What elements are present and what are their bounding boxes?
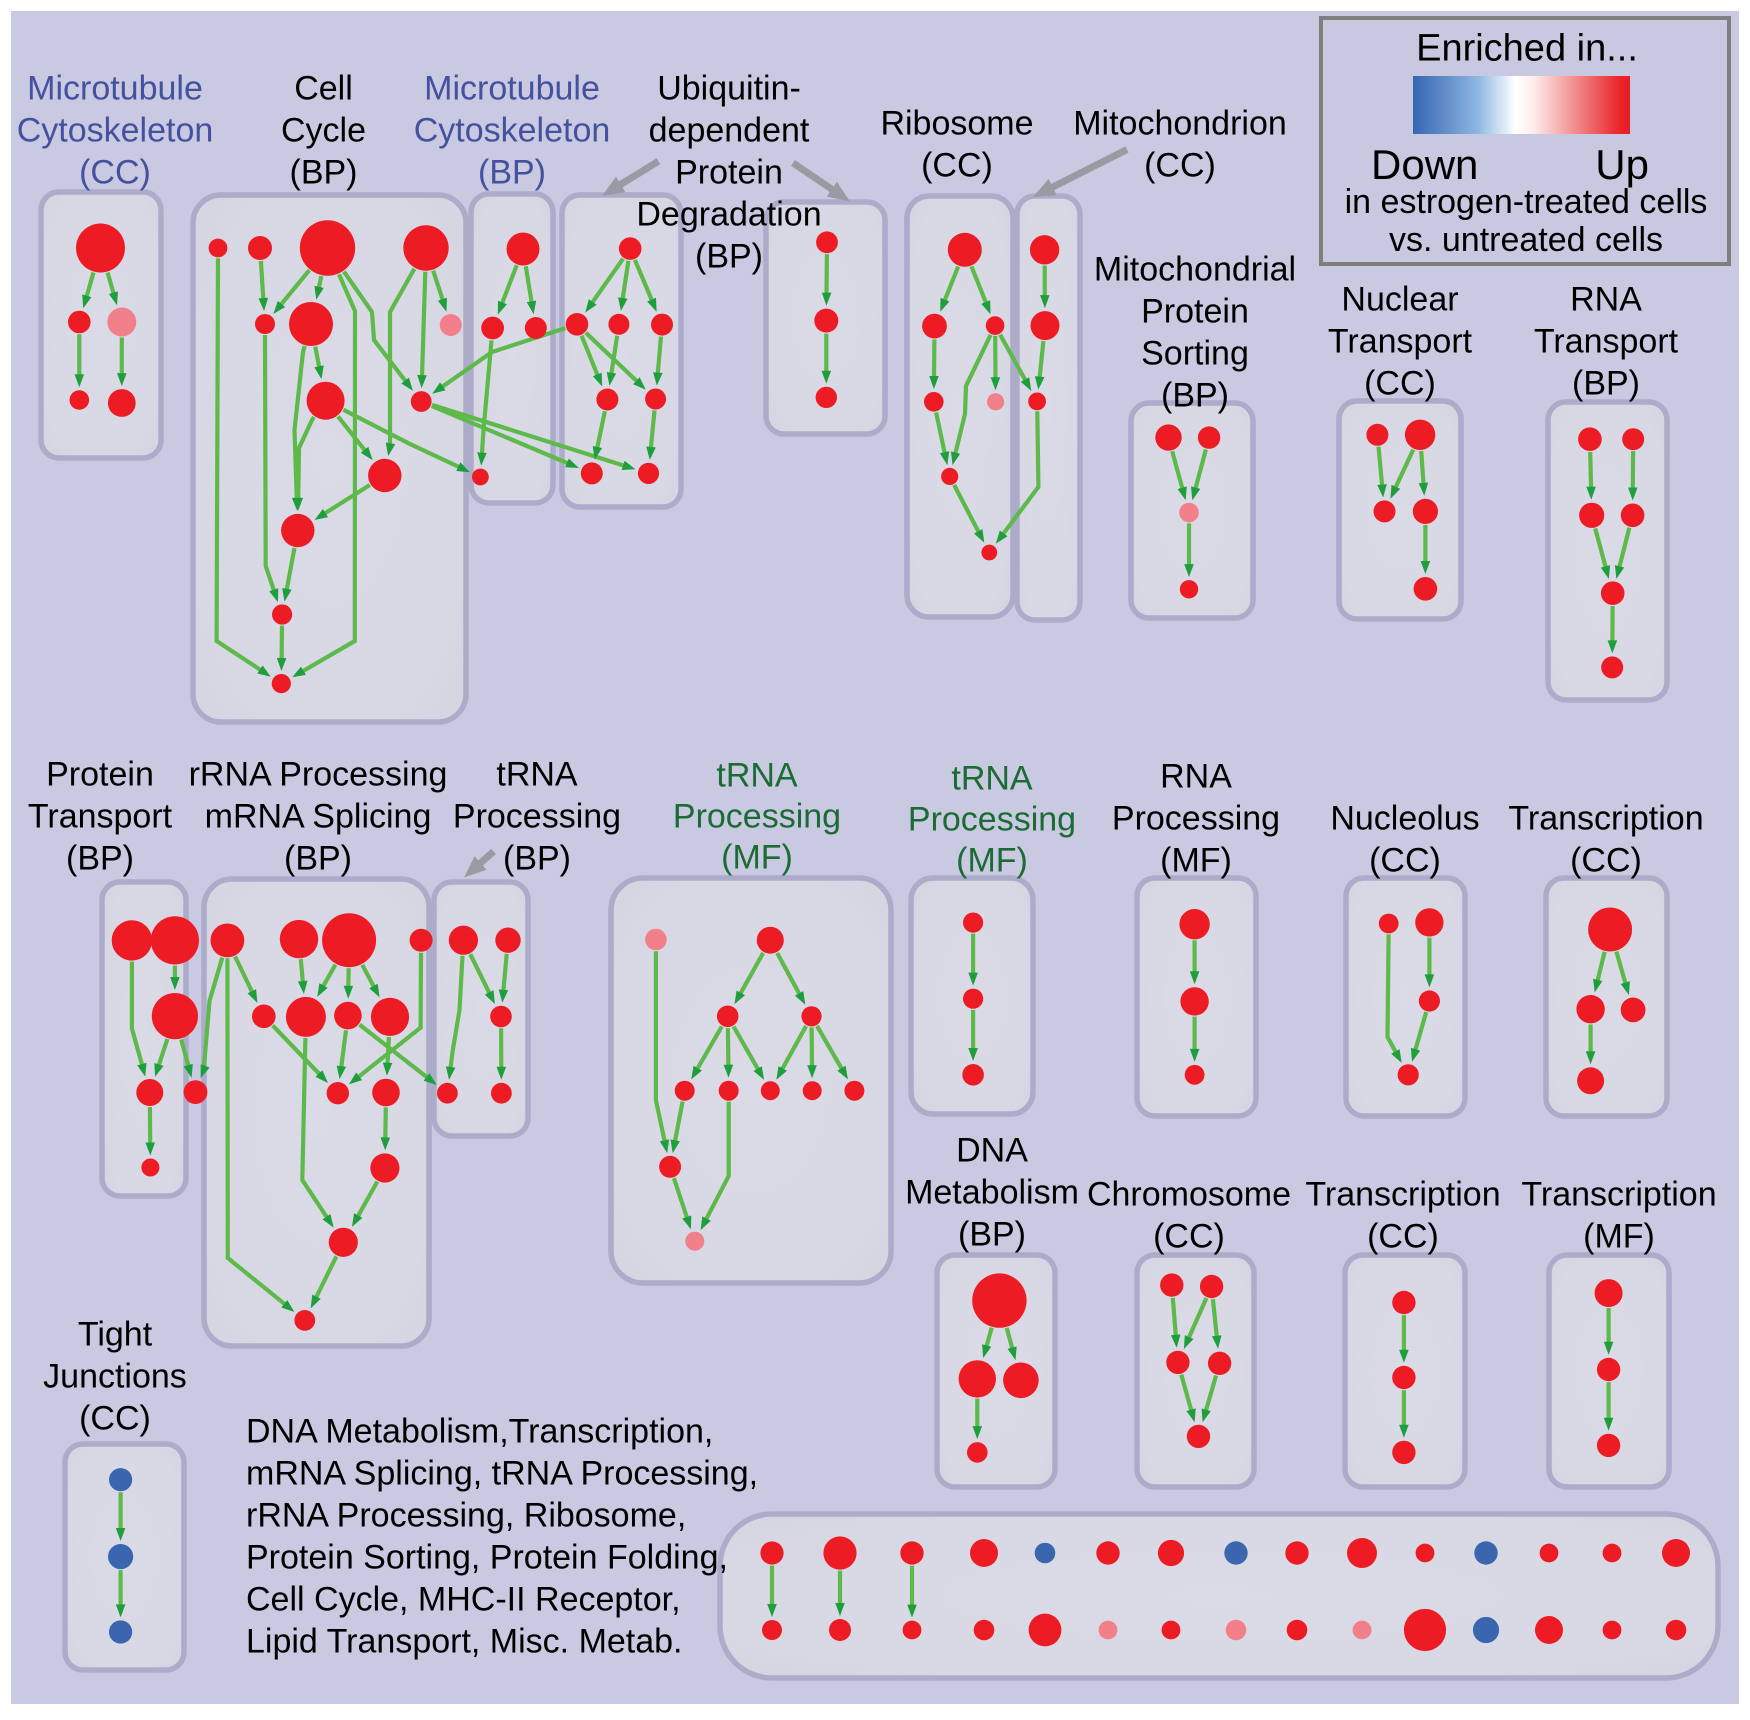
svg-text:Transport: Transport [1534, 323, 1679, 361]
svg-text:(MF): (MF) [956, 842, 1028, 880]
svg-text:dependent: dependent [649, 112, 810, 150]
svg-text:(BP): (BP) [958, 1216, 1026, 1254]
svg-text:(CC): (CC) [1153, 1218, 1225, 1256]
svg-text:Nuclear: Nuclear [1341, 281, 1458, 319]
svg-text:(MF): (MF) [1583, 1218, 1655, 1256]
svg-text:Cycle: Cycle [281, 112, 366, 150]
svg-text:Cytoskeleton: Cytoskeleton [17, 112, 214, 150]
svg-text:DNA Metabolism,Transcription,: DNA Metabolism,Transcription, [246, 1413, 713, 1451]
svg-text:(CC): (CC) [1570, 842, 1642, 880]
svg-text:(BP): (BP) [478, 154, 546, 192]
svg-text:(BP): (BP) [503, 840, 571, 878]
svg-text:(CC): (CC) [921, 147, 993, 185]
svg-text:Processing: Processing [1112, 800, 1280, 838]
svg-text:Nucleolus: Nucleolus [1330, 800, 1479, 838]
svg-text:Degradation: Degradation [636, 196, 821, 234]
svg-text:(MF): (MF) [1160, 842, 1232, 880]
svg-text:(BP): (BP) [290, 154, 358, 192]
svg-text:Protein Sorting, Protein Foldi: Protein Sorting, Protein Folding, [246, 1539, 728, 1577]
svg-text:Junctions: Junctions [43, 1358, 187, 1396]
svg-text:Ribosome: Ribosome [880, 105, 1033, 143]
svg-text:Up: Up [1595, 141, 1649, 188]
svg-text:tRNA: tRNA [496, 756, 578, 794]
svg-text:Transcription: Transcription [1521, 1176, 1716, 1214]
svg-text:Protein: Protein [46, 756, 154, 794]
svg-text:rRNA Processing, Ribosome,: rRNA Processing, Ribosome, [246, 1497, 686, 1535]
svg-text:Mitochondrial: Mitochondrial [1094, 251, 1296, 289]
svg-text:(BP): (BP) [1161, 377, 1229, 415]
svg-text:Cell: Cell [294, 70, 353, 108]
svg-text:mRNA Splicing, tRNA Processing: mRNA Splicing, tRNA Processing, [246, 1455, 758, 1493]
svg-text:Transcription: Transcription [1305, 1176, 1500, 1214]
svg-text:Chromosome: Chromosome [1087, 1176, 1291, 1214]
svg-text:(BP): (BP) [1572, 365, 1640, 403]
svg-text:Tight: Tight [78, 1316, 153, 1354]
svg-text:(CC): (CC) [1144, 147, 1216, 185]
svg-text:(MF): (MF) [721, 839, 793, 877]
svg-text:Cytoskeleton: Cytoskeleton [414, 112, 611, 150]
svg-text:DNA: DNA [956, 1132, 1028, 1170]
svg-text:Processing: Processing [673, 798, 841, 836]
svg-text:Processing: Processing [453, 798, 621, 836]
svg-text:mRNA Splicing: mRNA Splicing [205, 798, 432, 836]
svg-text:(CC): (CC) [1364, 365, 1436, 403]
svg-text:(BP): (BP) [66, 840, 134, 878]
svg-text:Microtubule: Microtubule [424, 70, 600, 108]
svg-text:Enriched in...: Enriched in... [1416, 27, 1638, 69]
svg-text:(CC): (CC) [79, 154, 151, 192]
svg-text:Cell Cycle, MHC-II Receptor,: Cell Cycle, MHC-II Receptor, [246, 1581, 681, 1619]
svg-text:Transport: Transport [28, 798, 173, 836]
svg-text:Down: Down [1371, 141, 1478, 188]
svg-text:Processing: Processing [908, 801, 1076, 839]
svg-text:(CC): (CC) [1367, 1218, 1439, 1256]
svg-text:Microtubule: Microtubule [27, 70, 203, 108]
svg-text:Lipid Transport, Misc. Metab.: Lipid Transport, Misc. Metab. [246, 1623, 683, 1661]
svg-text:Ubiquitin-: Ubiquitin- [657, 70, 801, 108]
svg-text:Mitochondrion: Mitochondrion [1073, 105, 1287, 143]
svg-text:in estrogen-treated cells: in estrogen-treated cells [1345, 183, 1708, 221]
svg-text:(BP): (BP) [695, 238, 763, 276]
svg-text:RNA: RNA [1160, 758, 1232, 796]
svg-text:Protein: Protein [1141, 293, 1249, 331]
svg-text:tRNA: tRNA [951, 760, 1033, 798]
svg-text:rRNA Processing: rRNA Processing [189, 756, 448, 794]
svg-text:(BP): (BP) [284, 840, 352, 878]
svg-text:vs. untreated cells: vs. untreated cells [1389, 221, 1663, 259]
svg-text:tRNA: tRNA [716, 757, 798, 795]
svg-text:(CC): (CC) [1369, 842, 1441, 880]
svg-text:Transcription: Transcription [1508, 800, 1703, 838]
svg-text:Protein: Protein [675, 154, 783, 192]
svg-text:RNA: RNA [1570, 281, 1642, 319]
svg-text:(CC): (CC) [79, 1400, 151, 1438]
svg-text:Sorting: Sorting [1141, 335, 1249, 373]
svg-text:Transport: Transport [1328, 323, 1473, 361]
svg-text:Metabolism: Metabolism [905, 1174, 1079, 1212]
